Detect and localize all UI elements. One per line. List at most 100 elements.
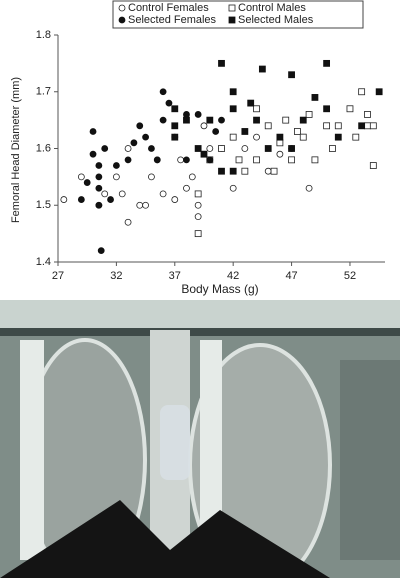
point — [89, 150, 97, 158]
point — [77, 196, 85, 203]
point — [177, 156, 185, 164]
point — [97, 247, 105, 255]
point — [276, 133, 284, 141]
point — [194, 190, 202, 198]
point — [323, 105, 331, 113]
point — [369, 122, 377, 130]
y-axis-label: Femoral Head Diameter (mm) — [10, 77, 22, 223]
point — [194, 111, 202, 118]
x-tick-label: 47 — [285, 270, 297, 282]
point — [282, 116, 290, 124]
point — [200, 122, 208, 130]
point — [77, 173, 85, 181]
point — [194, 201, 202, 209]
next-cage — [340, 360, 400, 560]
point — [218, 145, 225, 152]
legend-marker — [228, 16, 236, 24]
point — [171, 122, 179, 130]
point — [183, 116, 190, 124]
point — [218, 167, 225, 175]
point — [171, 133, 179, 141]
point — [136, 122, 144, 130]
point — [253, 133, 260, 141]
point — [264, 145, 272, 152]
point — [229, 184, 237, 192]
legend-label: Selected Females — [128, 14, 217, 26]
legend-label: Control Males — [238, 2, 306, 14]
point — [253, 116, 260, 124]
point — [276, 150, 284, 158]
point — [299, 116, 307, 124]
point — [229, 167, 237, 175]
point — [95, 184, 103, 192]
point — [60, 196, 68, 203]
legend-box — [112, 0, 364, 29]
point — [148, 145, 155, 152]
point — [364, 111, 371, 118]
point — [101, 190, 109, 198]
point — [334, 122, 342, 130]
y-tick-label: 1.6 — [36, 142, 51, 154]
legend-marker — [118, 4, 126, 12]
photo — [0, 300, 400, 578]
point — [352, 133, 360, 141]
legend-label: Selected Males — [238, 14, 314, 26]
point — [171, 105, 179, 113]
point — [241, 167, 249, 175]
x-tick-label: 32 — [110, 270, 122, 282]
point — [124, 218, 132, 226]
point — [235, 156, 243, 164]
point — [229, 133, 237, 141]
point — [241, 128, 249, 135]
point — [95, 201, 103, 209]
point — [270, 167, 278, 175]
water-bottle — [160, 405, 190, 480]
point — [130, 139, 138, 147]
point — [247, 99, 255, 107]
point — [107, 196, 114, 203]
y-tick-label: 1.5 — [36, 199, 51, 211]
point — [358, 122, 366, 130]
rail — [0, 328, 400, 336]
point — [311, 94, 319, 101]
legend-label: Control Females — [128, 2, 209, 14]
point — [194, 145, 202, 152]
x-axis-label: Body Mass (g) — [181, 282, 258, 296]
point — [188, 173, 196, 181]
point — [241, 145, 249, 152]
point — [171, 196, 179, 203]
legend-marker — [228, 4, 236, 12]
point — [364, 122, 371, 130]
point — [334, 133, 342, 141]
point — [200, 150, 208, 158]
wheel-frame — [20, 340, 44, 560]
point — [159, 190, 167, 198]
point — [253, 105, 260, 113]
point — [101, 145, 109, 152]
point — [148, 173, 155, 181]
point — [183, 184, 190, 192]
point — [299, 133, 307, 141]
x-tick-label: 42 — [227, 270, 239, 282]
y-tick-label: 1.4 — [36, 256, 51, 268]
point — [194, 213, 202, 221]
point — [89, 128, 97, 135]
point — [229, 88, 237, 96]
point — [159, 88, 167, 96]
point — [206, 145, 214, 152]
point — [136, 201, 144, 209]
point — [118, 190, 126, 198]
point — [276, 139, 284, 147]
point — [83, 179, 91, 186]
point — [253, 156, 260, 164]
point — [142, 201, 149, 209]
point — [218, 116, 225, 124]
point — [346, 105, 354, 113]
x-tick-label: 27 — [52, 270, 64, 282]
point — [358, 88, 366, 96]
y-tick-label: 1.8 — [36, 29, 51, 41]
point — [305, 111, 313, 118]
point — [194, 230, 202, 238]
point — [153, 156, 161, 164]
